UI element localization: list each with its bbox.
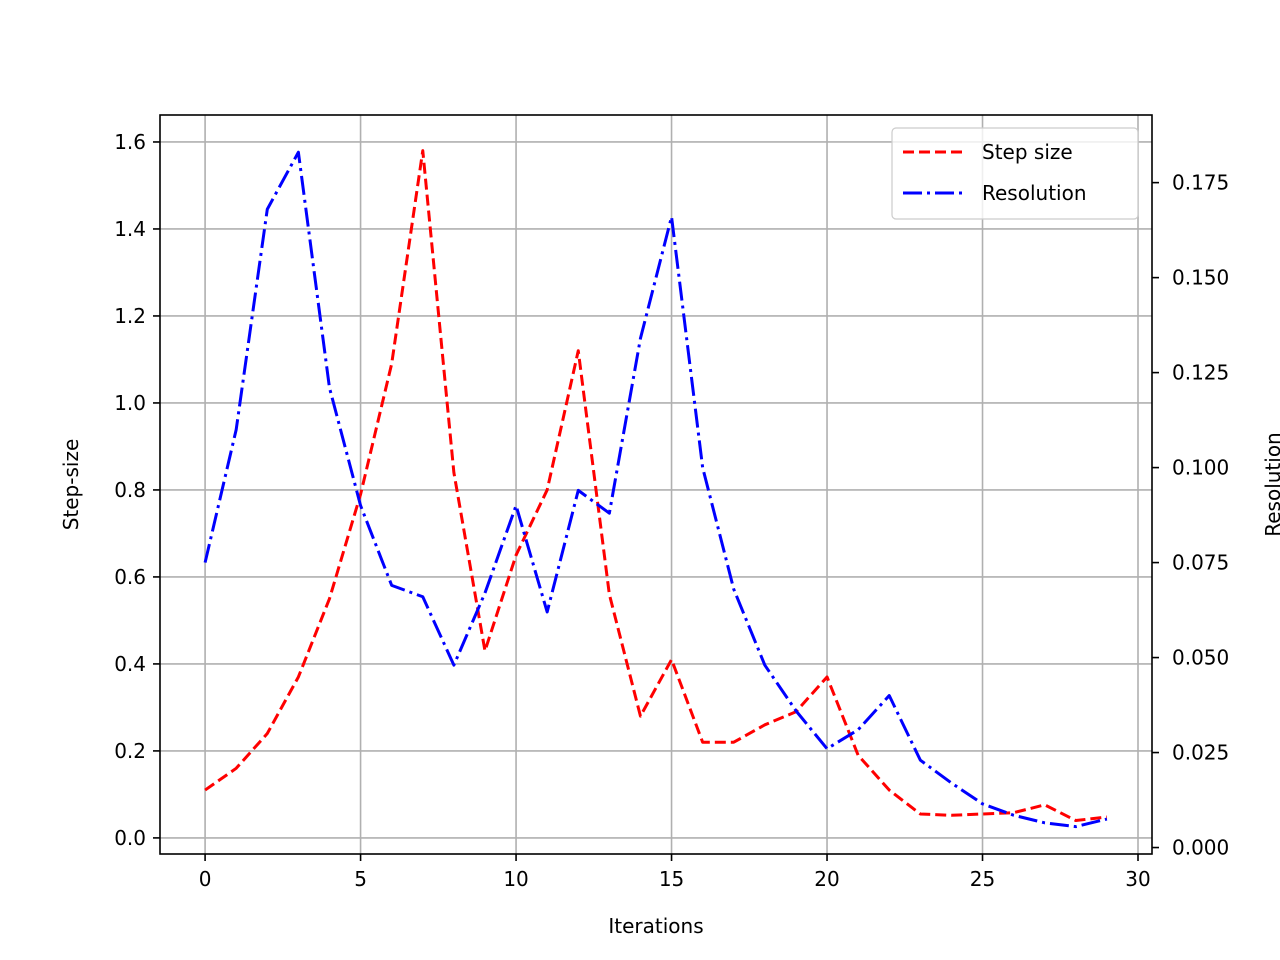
y-tick-label: 0.2 xyxy=(114,739,146,763)
y-axis-left: 0.0 0.2 0.4 0.6 0.8 1.0 1.2 1.4 1.6 xyxy=(114,130,160,850)
y-axis-right-label: Resolution xyxy=(1261,432,1280,537)
y-right-tick-label: 0.175 xyxy=(1172,171,1229,195)
y-tick-label: 0.0 xyxy=(114,826,146,850)
x-axis-label: Iterations xyxy=(608,914,703,938)
legend-label-step-size: Step size xyxy=(982,140,1073,164)
y-right-tick-label: 0.025 xyxy=(1172,741,1229,765)
y-right-tick-label: 0.000 xyxy=(1172,836,1229,860)
x-axis: 0 5 10 15 20 25 30 xyxy=(199,854,1151,891)
series-line-step-size xyxy=(204,149,1108,823)
y-right-tick-label: 0.050 xyxy=(1172,646,1229,670)
y-tick-label: 0.8 xyxy=(114,478,146,502)
x-tick-label: 30 xyxy=(1125,867,1150,891)
plot-frame xyxy=(159,114,1153,855)
y-tick-label: 0.4 xyxy=(114,652,146,676)
x-tick-label: 10 xyxy=(503,867,528,891)
series-line-resolution xyxy=(203,150,1108,829)
legend: Step size Resolution xyxy=(891,127,1139,220)
y-right-tick-label: 0.075 xyxy=(1172,551,1229,575)
y-axis-label: Step-size xyxy=(59,439,83,531)
x-tick-label: 20 xyxy=(814,867,839,891)
legend-label-resolution: Resolution xyxy=(982,181,1087,205)
y-tick-label: 1.6 xyxy=(114,130,146,154)
y-right-tick-label: 0.125 xyxy=(1172,361,1229,385)
y-tick-label: 1.2 xyxy=(114,304,146,328)
y-right-tick-label: 0.100 xyxy=(1172,456,1229,480)
x-tick-label: 15 xyxy=(659,867,684,891)
y-right-tick-label: 0.150 xyxy=(1172,266,1229,290)
grid xyxy=(160,115,1152,854)
y-tick-label: 0.6 xyxy=(114,565,146,589)
x-tick-label: 0 xyxy=(199,867,212,891)
y-axis-right: 0.000 0.025 0.050 0.075 0.100 0.125 0.150 0.175 xyxy=(1152,171,1229,860)
y-tick-label: 1.0 xyxy=(114,391,146,415)
y-tick-label: 1.4 xyxy=(114,217,146,241)
x-tick-label: 25 xyxy=(970,867,995,891)
x-tick-label: 5 xyxy=(354,867,367,891)
series-layer xyxy=(203,149,1108,829)
